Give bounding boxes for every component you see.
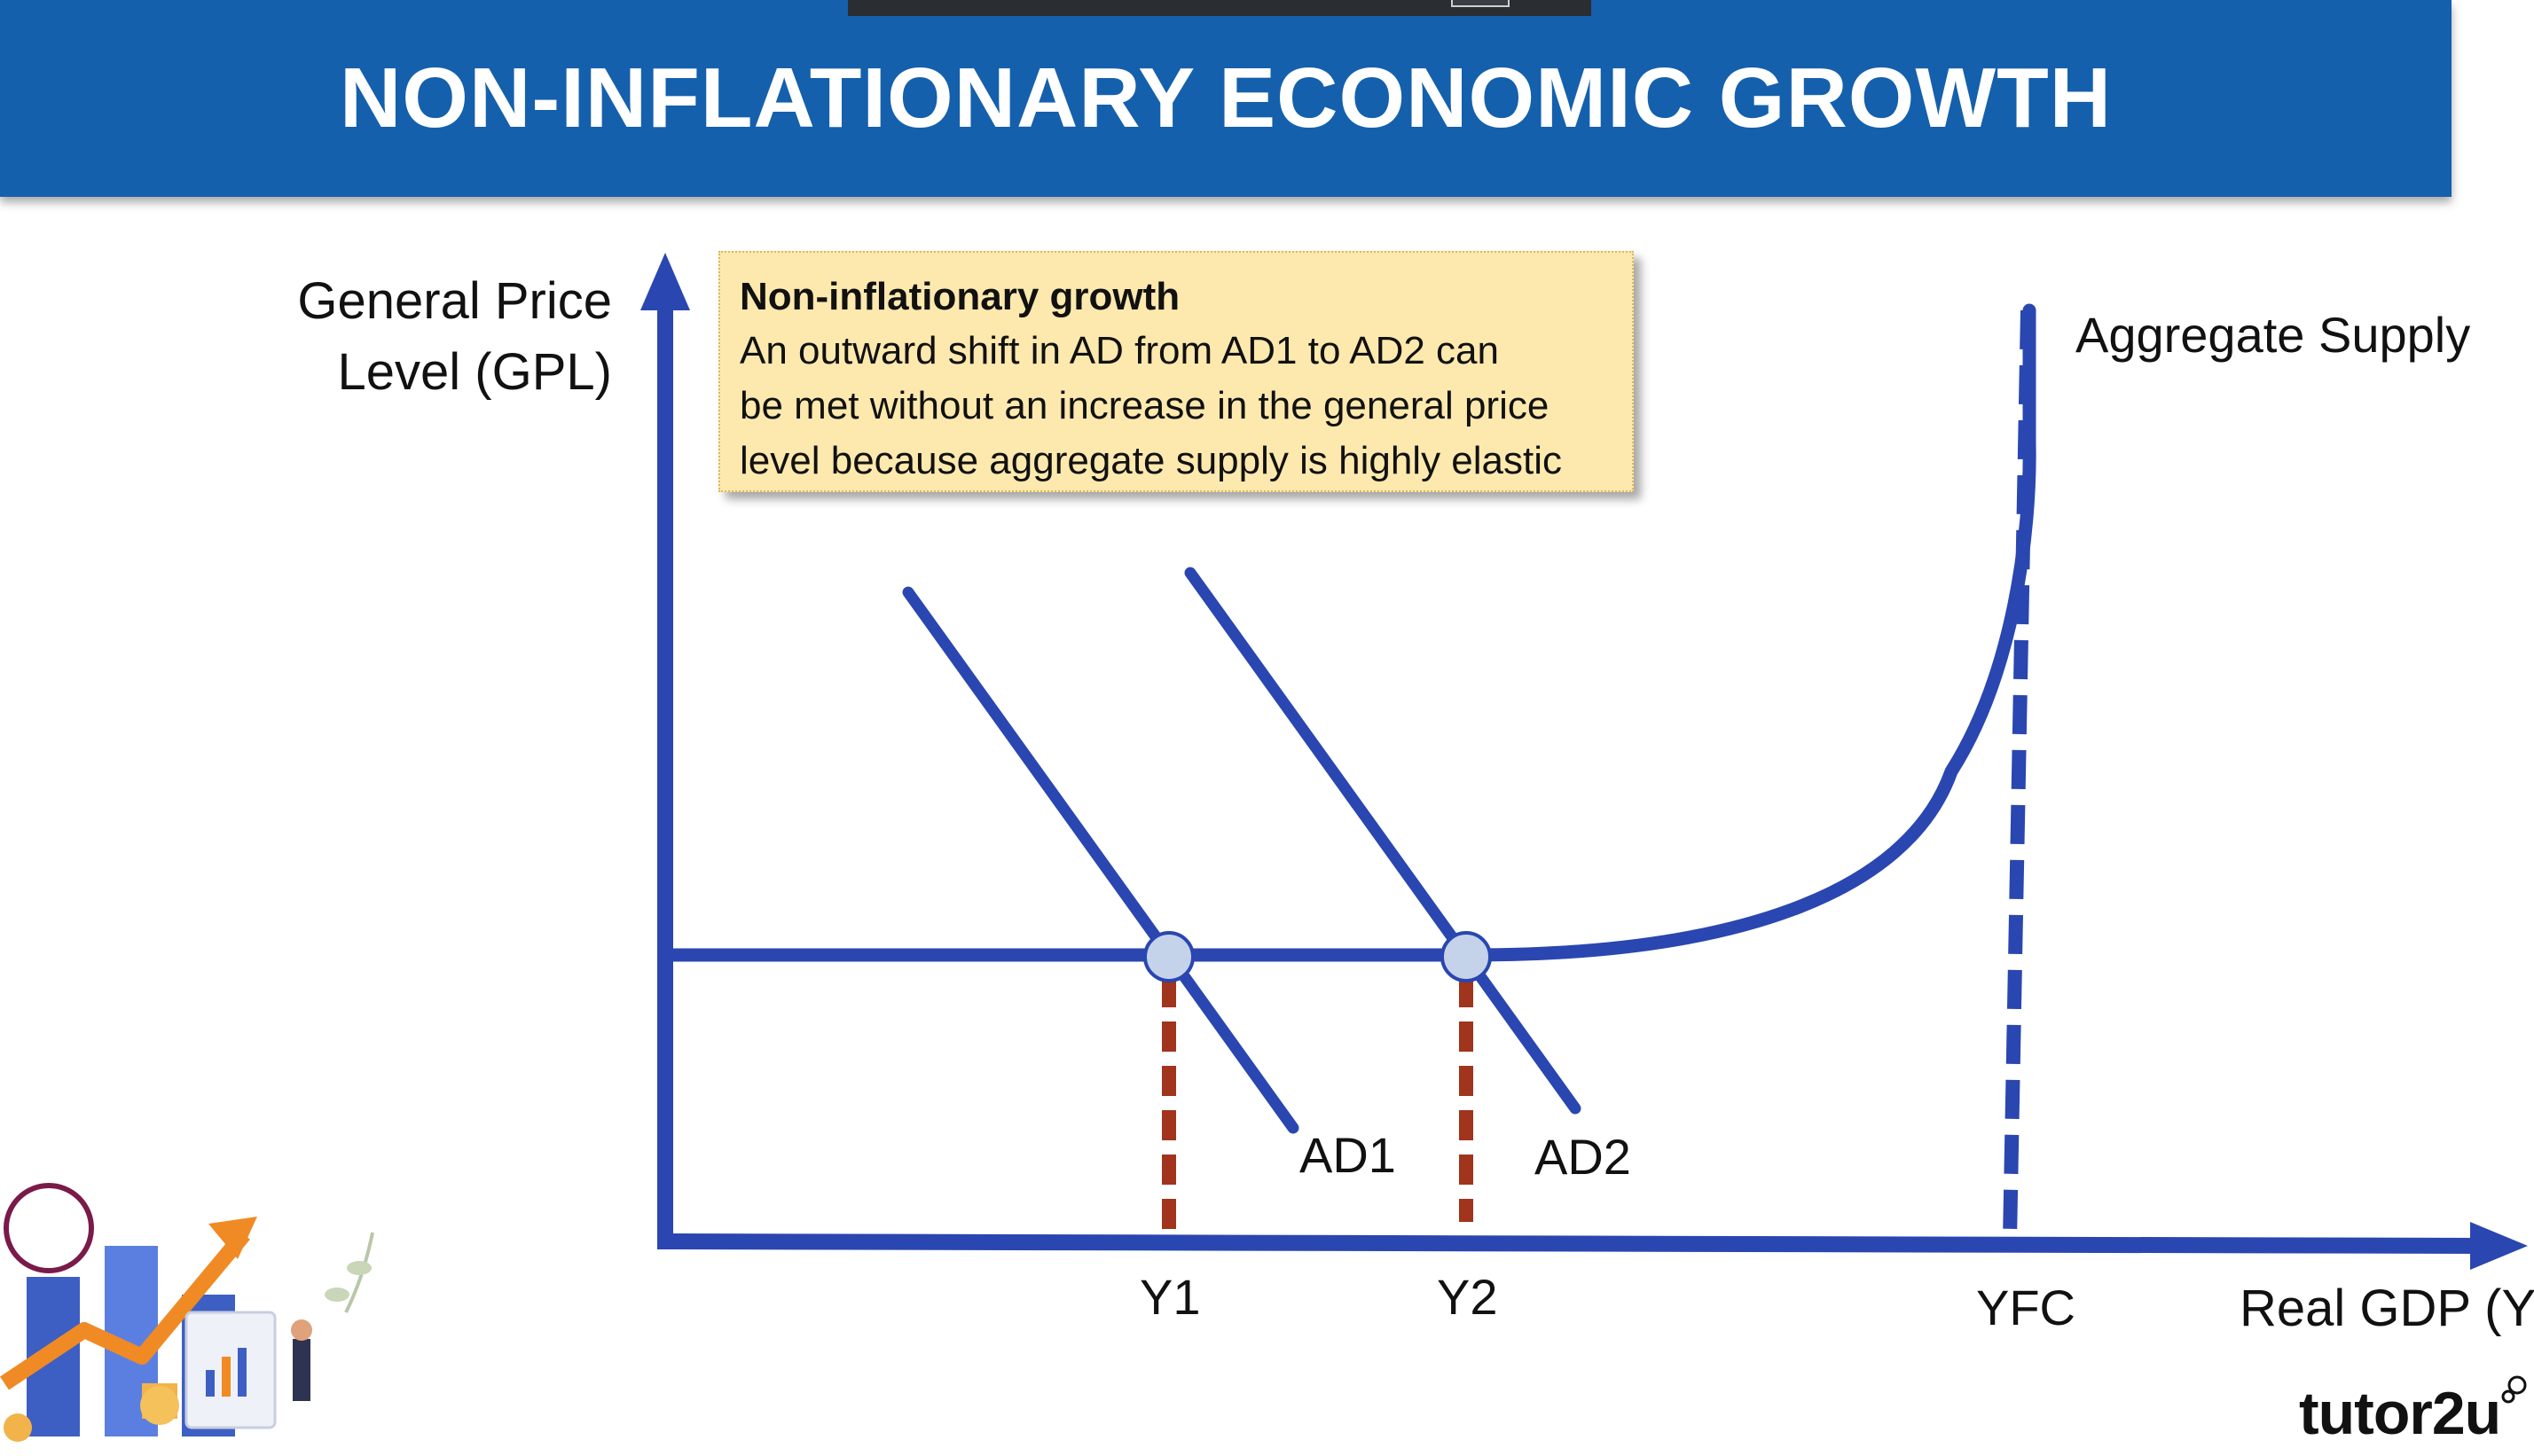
- x-axis: [656, 1233, 2484, 1254]
- ad2-curve: [1184, 567, 1581, 1115]
- aggregate-supply-label: Aggregate Supply: [2075, 307, 2471, 363]
- x-tick-yfc: YFC: [1976, 1280, 2075, 1335]
- y-axis-label-line-2: Level (GPL): [337, 343, 612, 401]
- y-axis-label-line-1: General Price: [297, 272, 612, 330]
- video-control-button[interactable]: [1451, 0, 1510, 7]
- callout-line-3: level because aggregate supply is highly…: [740, 439, 1563, 482]
- x-tick-y1: Y1: [1140, 1269, 1201, 1325]
- x-axis-label: Real GDP (Y): [2240, 1280, 2534, 1337]
- equilibrium-point-ad2: [1440, 931, 1492, 982]
- ad1-label: AD1: [1299, 1127, 1396, 1183]
- x-tick-y2: Y2: [1437, 1269, 1498, 1325]
- growth-illustration: [0, 1183, 374, 1442]
- video-control-bar[interactable]: [848, 0, 1591, 16]
- x-axis-arrowhead: [2470, 1222, 2528, 1270]
- tutor2u-logo-mark: [2501, 1375, 2527, 1404]
- callout-box: Non-inflationary growth An outward shift…: [718, 251, 1634, 492]
- equilibrium-point-ad1: [1143, 931, 1195, 982]
- title-banner: NON-INFLATIONARY ECONOMIC GROWTH: [0, 0, 2452, 197]
- slide-title: NON-INFLATIONARY ECONOMIC GROWTH: [339, 51, 2113, 145]
- tutor2u-logo: tutor2u: [2299, 1380, 2501, 1447]
- yfc-dashed-line: [2003, 309, 2035, 1241]
- y-axis-label: General Price Level (GPL): [222, 266, 612, 408]
- callout-line-2: be met without an increase in the genera…: [740, 384, 1549, 427]
- y-axis-arrowhead: [640, 253, 690, 310]
- callout-heading: Non-inflationary growth: [740, 275, 1181, 318]
- ad2-label: AD2: [1534, 1129, 1631, 1185]
- callout-line-1: An outward shift in AD from AD1 to AD2 c…: [740, 329, 1499, 372]
- ad1-curve: [902, 586, 1299, 1134]
